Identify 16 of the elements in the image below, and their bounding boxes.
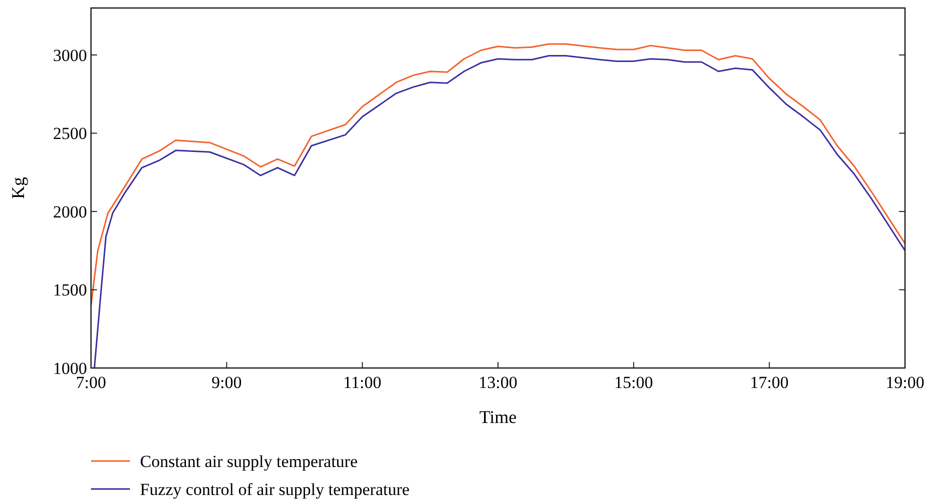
y-tick-label: 1500 xyxy=(53,280,87,300)
y-tick-label: 3000 xyxy=(53,46,87,65)
x-tick-label: 9:00 xyxy=(212,373,242,392)
x-axis-title: Time xyxy=(479,407,517,427)
line-series xyxy=(91,43,905,306)
y-tick-label: 2000 xyxy=(53,202,87,222)
x-tick-label: 15:00 xyxy=(614,373,654,392)
x-tick-label: 11:00 xyxy=(343,373,382,392)
y-axis-title: Kg xyxy=(8,177,28,199)
y-tick-label: 2500 xyxy=(53,124,87,144)
line-series xyxy=(94,54,905,368)
x-tick-label: 17:00 xyxy=(750,373,789,392)
legend-label: Fuzzy control of air supply temperature xyxy=(140,480,410,499)
legend-label: Constant air supply temperature xyxy=(140,452,358,471)
x-tick-label: 19:00 xyxy=(886,373,924,392)
x-tick-label: 13:00 xyxy=(478,373,518,392)
